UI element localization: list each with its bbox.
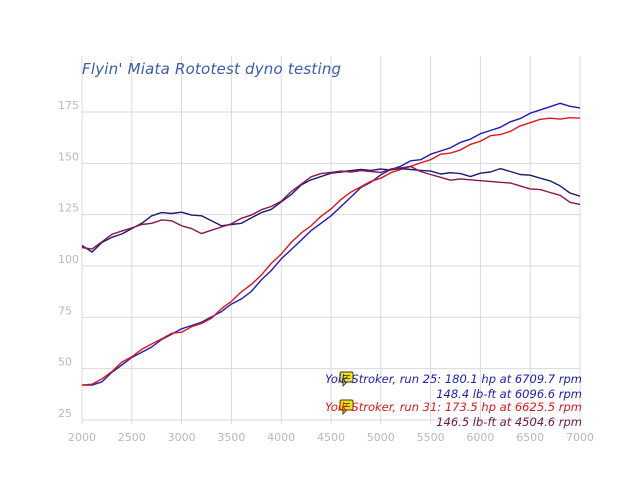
- legend-entry-name: Yolk Stroker, run 25: 180.1 hp at 6709.7…: [325, 372, 582, 386]
- series-lines: [81, 102, 581, 386]
- note-icon: [339, 371, 354, 388]
- x-tick-labels: 2000 2500 3000 3500 4000 4500 5000 5500 6000 6500…: [68, 431, 594, 444]
- x-tick-label: 4000: [267, 431, 295, 444]
- x-tick-label: 5500: [417, 431, 445, 444]
- x-tick-label: 6000: [466, 431, 494, 444]
- legend-entry-name: Yolk Stroker, run 31: 173.5 hp at 6625.5…: [325, 400, 582, 414]
- chart-title: Flyin' Miata Rototest dyno testing: [82, 60, 341, 78]
- x-tick-label: 3500: [217, 431, 245, 444]
- y-tick-label: 150: [58, 150, 79, 163]
- legend-entry-torque: 146.5 lb-ft at 4504.6 rpm: [436, 415, 582, 429]
- y-tick-label: 50: [58, 356, 72, 369]
- grid: [81, 56, 581, 424]
- series-line-tq25: [81, 167, 581, 253]
- y-tick-label: 100: [58, 253, 79, 266]
- x-tick-label: 3000: [168, 431, 196, 444]
- y-tick-label: 125: [58, 202, 79, 215]
- x-tick-label: 2500: [118, 431, 146, 444]
- y-tick-label: 175: [58, 99, 79, 112]
- legend: Yolk Stroker, run 25: 180.1 hp at 6709.7…: [325, 371, 582, 429]
- x-tick-label: 2000: [68, 431, 96, 444]
- x-tick-label: 6500: [516, 431, 544, 444]
- x-tick-label: 7000: [566, 431, 594, 444]
- note-icon: [339, 399, 354, 416]
- series-line-tq31: [81, 165, 581, 250]
- y-tick-label: 75: [58, 304, 72, 317]
- x-tick-label: 4500: [317, 431, 345, 444]
- y-tick-labels: 25 50 75 100 125 150 175: [58, 99, 79, 420]
- legend-entry-torque: 148.4 lb-ft at 6096.6 rpm: [436, 387, 582, 401]
- series-line-hp31: [81, 116, 581, 386]
- y-tick-label: 25: [58, 407, 72, 420]
- x-tick-label: 5000: [367, 431, 395, 444]
